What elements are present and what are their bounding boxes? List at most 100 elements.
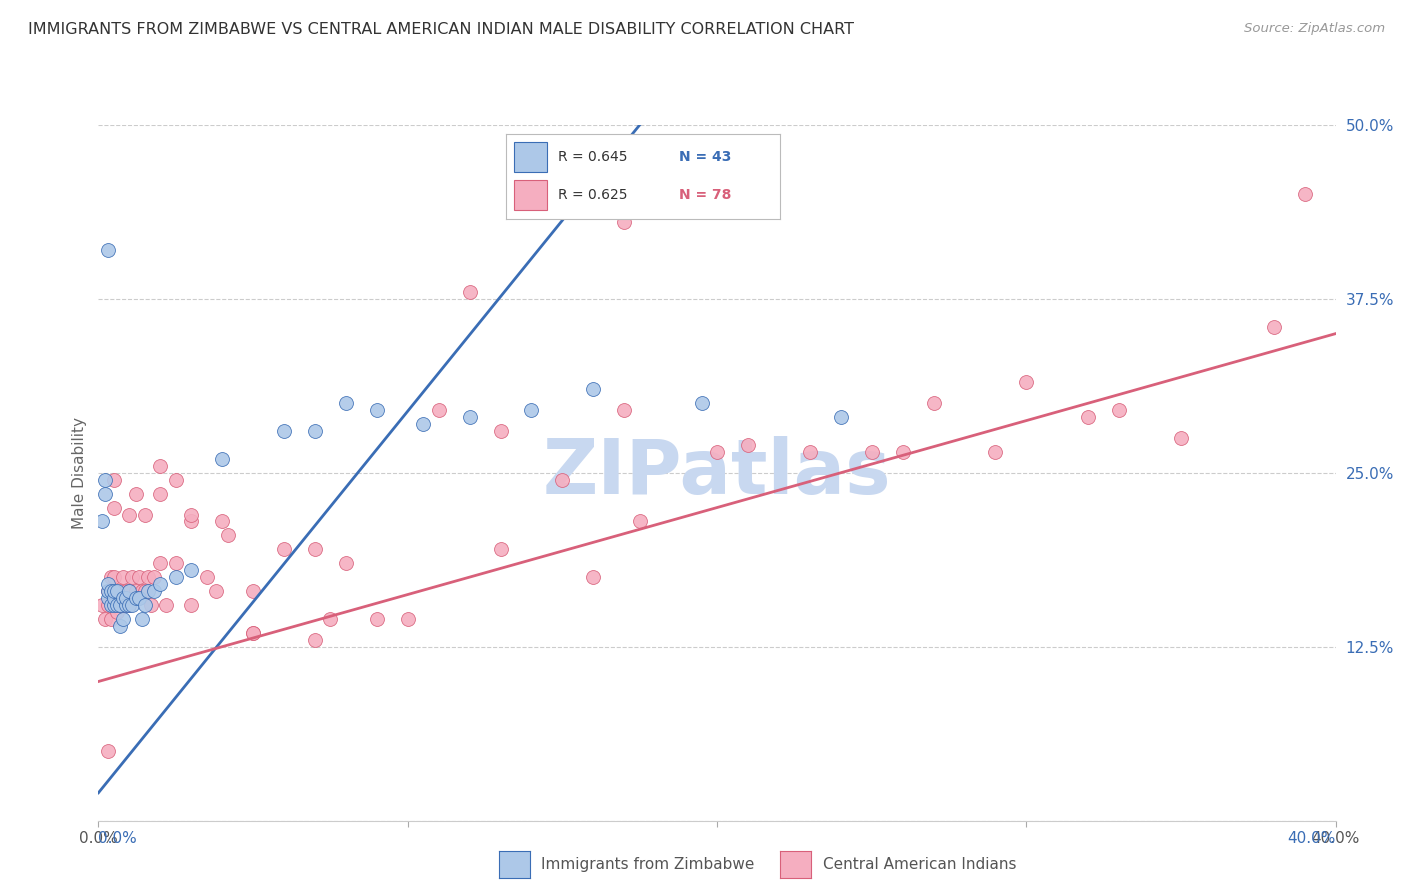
Point <box>1015 376 1038 390</box>
Point <box>628 515 651 529</box>
Point <box>1077 410 1099 425</box>
Point <box>115 598 138 612</box>
Point <box>136 584 159 599</box>
Point <box>108 598 131 612</box>
Point <box>582 570 605 584</box>
Point <box>143 584 166 599</box>
Point <box>582 382 605 396</box>
Point <box>103 591 125 605</box>
Point <box>97 577 120 591</box>
Point <box>115 591 138 605</box>
Text: Source: ZipAtlas.com: Source: ZipAtlas.com <box>1244 22 1385 36</box>
Point <box>242 625 264 640</box>
Point <box>100 598 122 612</box>
Point <box>112 598 135 612</box>
Point <box>706 445 728 459</box>
Point <box>860 445 883 459</box>
Point <box>118 584 141 599</box>
Point <box>105 605 128 619</box>
Point <box>118 598 141 612</box>
Point <box>90 598 112 612</box>
Point <box>319 612 342 626</box>
Point <box>108 598 131 612</box>
Point <box>124 584 146 599</box>
Point <box>105 598 128 612</box>
Point <box>427 403 450 417</box>
Point <box>304 542 326 557</box>
Point <box>121 570 143 584</box>
Point <box>180 508 202 522</box>
Point <box>489 424 512 438</box>
Point <box>242 625 264 640</box>
Text: 0.0%: 0.0% <box>98 831 138 847</box>
Point <box>149 577 172 591</box>
Point <box>180 598 202 612</box>
Point <box>103 500 125 515</box>
Point <box>128 570 150 584</box>
Point <box>93 612 115 626</box>
Point <box>273 424 295 438</box>
Point <box>100 570 122 584</box>
Point <box>165 570 187 584</box>
Point <box>103 570 125 584</box>
Point <box>143 570 166 584</box>
Point <box>97 584 120 599</box>
Point <box>149 458 172 473</box>
Point <box>100 612 122 626</box>
Point <box>124 486 146 500</box>
Point <box>799 445 821 459</box>
Point <box>108 619 131 633</box>
Point <box>412 417 434 431</box>
Point <box>97 584 120 599</box>
Text: R = 0.625: R = 0.625 <box>558 188 627 202</box>
Point <box>128 591 150 605</box>
Point <box>134 584 156 599</box>
Point <box>112 591 135 605</box>
Point <box>134 598 156 612</box>
Point <box>149 486 172 500</box>
Point <box>165 473 187 487</box>
Y-axis label: Male Disability: Male Disability <box>72 417 87 529</box>
Point <box>396 612 419 626</box>
Point <box>304 424 326 438</box>
Point <box>1108 403 1130 417</box>
Point <box>217 528 239 542</box>
Point <box>93 473 115 487</box>
Point <box>108 584 131 599</box>
Point <box>304 632 326 647</box>
Point <box>489 542 512 557</box>
Point <box>613 403 636 417</box>
Point <box>112 570 135 584</box>
Point <box>891 445 914 459</box>
Point <box>335 396 357 410</box>
Point <box>136 570 159 584</box>
Point <box>273 542 295 557</box>
Point <box>690 396 713 410</box>
Point <box>366 403 388 417</box>
Point <box>984 445 1007 459</box>
Point <box>103 598 125 612</box>
Point <box>115 598 138 612</box>
Point <box>335 556 357 570</box>
Point <box>103 584 125 599</box>
Point <box>922 396 945 410</box>
Point <box>211 451 233 466</box>
Point <box>97 243 120 257</box>
Point <box>139 598 162 612</box>
Point <box>195 570 218 584</box>
Point <box>131 612 153 626</box>
Point <box>242 584 264 599</box>
Point <box>121 598 143 612</box>
Point <box>830 410 852 425</box>
Point <box>1263 319 1285 334</box>
Point <box>180 515 202 529</box>
Point <box>458 285 481 299</box>
Point <box>520 403 543 417</box>
Point <box>103 598 125 612</box>
Point <box>131 584 153 599</box>
Point <box>105 598 128 612</box>
Point <box>115 584 138 599</box>
Point <box>112 612 135 626</box>
Point <box>165 556 187 570</box>
Bar <box>515 142 547 172</box>
